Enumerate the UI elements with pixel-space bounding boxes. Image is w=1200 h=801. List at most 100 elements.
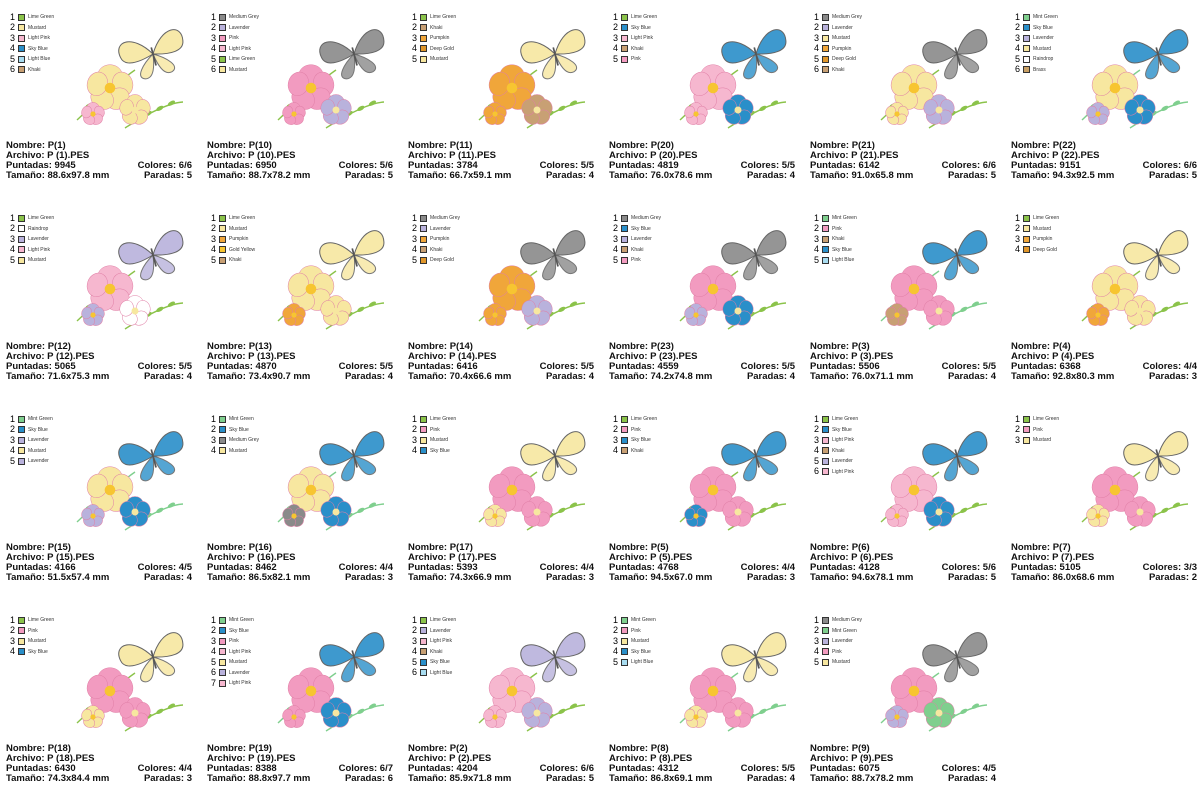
color-swatch-row: 5 Light Blue [814,255,884,266]
design-card[interactable]: 1 Lime Green 2 Mustard 3 Pumpkin 4 Gold Yellow 5… [201,201,397,399]
swatch-color-name: Sky Blue [430,659,450,666]
design-card[interactable]: 1 Medium Grey 2 Sky Blue 3 Lavender 4 Khaki 5 Pin… [603,201,799,399]
swatch-number: 1 [814,413,820,424]
design-card[interactable]: 1 Lime Green 2 Pink 3 Mustard 4 Sky Blue Nombre… [0,603,196,801]
design-colors: Colores: 5/5 [338,361,393,372]
swatch-color-name: Pink [1033,426,1043,433]
swatch-color-name: Pumpkin [430,236,450,243]
swatch-color-box [621,235,628,243]
color-swatch-list: 1 Mint Green 2 Sky Blue 3 Pink 4 Light Pink 5 Mus… [211,615,281,689]
design-stitches: Puntadas: 8462 [207,562,277,573]
embroidery-design-image[interactable] [869,613,994,741]
embroidery-design-image[interactable] [467,211,592,339]
design-card[interactable]: 1 Medium Grey 2 Lavender 3 Pink 4 Light Pink 5 Li… [201,0,397,198]
design-stops: Paradas: 5 [947,170,996,181]
swatch-color-box [219,658,226,666]
color-swatch-row: 1 Lime Green [10,615,80,626]
color-swatch-row: 2 Pink [412,425,482,436]
embroidery-design-image[interactable] [266,211,391,339]
design-card[interactable]: 1 Lime Green 2 Pink 3 Mustard 4 Sky Blue Nombre… [402,402,598,600]
design-card[interactable]: 1 Mint Green 2 Pink 3 Mustard 4 Sky Blue 5 Light … [603,603,799,801]
embroidery-design-image[interactable] [1070,412,1195,540]
embroidery-design-image[interactable] [467,613,592,741]
embroidery-design-image[interactable] [467,10,592,138]
design-stitches: Puntadas: 5393 [408,562,478,573]
design-size: Tamaño: 88.8x97.7 mm [207,773,311,784]
design-file: Archivo: P (14).PES [408,351,497,362]
embroidery-design-image[interactable] [65,613,190,741]
design-info: Nombre: P(6) Archivo: P (6).PES Puntadas: … [810,543,996,583]
color-swatch-list: 1 Mint Green 2 Sky Blue 3 Medium Grey 4 Mustard [211,414,281,456]
design-stops: Paradas: 4 [545,371,594,382]
color-swatch-row: 5 Light Blue [613,657,683,668]
swatch-color-name: Lime Green [28,215,55,222]
design-card[interactable]: 1 Medium Grey 2 Lavender 3 Pumpkin 4 Khaki 5 Deep… [402,201,598,399]
color-swatch-row: 5 Light Blue [10,54,80,65]
design-colors: Colores: 5/5 [137,361,192,372]
design-card[interactable]: 1 Mint Green 2 Sky Blue 3 Pink 4 Light Pink 5 Mus… [201,603,397,801]
embroidery-design-image[interactable] [1070,211,1195,339]
design-card[interactable]: 1 Mint Green 2 Sky Blue 3 Medium Grey 4 Mustard… [201,402,397,600]
embroidery-design-image[interactable] [668,211,793,339]
design-card[interactable]: 1 Lime Green 2 Lavender 3 Light Pink 4 Khaki 5 Sk… [402,603,598,801]
design-card[interactable]: 1 Mint Green 2 Sky Blue 3 Lavender 4 Mustard 5 Ra… [1005,0,1200,198]
design-card[interactable]: 1 Lime Green 2 Pink 3 Sky Blue 4 Khaki Nombre: … [603,402,799,600]
design-card[interactable]: 1 Lime Green 2 Mustard 3 Light Pink 4 Sky Blue 5… [0,0,196,198]
swatch-color-name: Mustard [1033,225,1052,232]
embroidery-design-image[interactable] [266,412,391,540]
swatch-number: 1 [211,11,217,22]
swatch-color-box [18,637,25,645]
embroidery-design-image[interactable] [266,613,391,741]
embroidery-design-image[interactable] [65,412,190,540]
design-card[interactable]: 1 Mint Green 2 Sky Blue 3 Lavender 4 Mustard 5 La… [0,402,196,600]
swatch-color-name: Mustard [631,638,650,645]
embroidery-design-image[interactable] [668,10,793,138]
swatch-color-name: Khaki [430,246,443,253]
design-card[interactable]: 1 Lime Green 2 Raindrop 3 Lavender 4 Light Pink… [0,201,196,399]
swatch-color-box [822,616,829,624]
swatch-color-name: Pumpkin [430,35,450,42]
embroidery-design-image[interactable] [266,10,391,138]
swatch-number: 1 [814,614,820,625]
color-swatch-list: 1 Lime Green 2 Pink 3 Mustard 4 Sky Blue [10,615,80,657]
color-swatch-row: 3 Mustard [814,33,884,44]
embroidery-design-image[interactable] [668,412,793,540]
swatch-number: 2 [10,625,16,636]
swatch-number: 1 [412,11,418,22]
swatch-color-name: Mint Green [229,416,254,423]
design-card[interactable]: 1 Lime Green 2 Pink 3 Mustard Nombre: P(7) Arc… [1005,402,1200,600]
swatch-color-name: Khaki [430,648,443,655]
design-card[interactable]: 1 Lime Green 2 Sky Blue 3 Light Pink 4 Khaki 5 Pi… [603,0,799,198]
embroidery-design-image[interactable] [668,613,793,741]
design-card[interactable]: 1 Lime Green 2 Mustard 3 Pumpkin 4 Deep Gold No… [1005,201,1200,399]
embroidery-design-image[interactable] [869,211,994,339]
swatch-number: 3 [1015,32,1021,43]
color-swatch-row: 4 Khaki [613,446,683,457]
embroidery-design-image[interactable] [65,10,190,138]
swatch-color-box [219,45,226,53]
design-card[interactable]: 1 Lime Green 2 Khaki 3 Pumpkin 4 Deep Gold 5 Must… [402,0,598,198]
design-stitches: Puntadas: 8388 [207,763,277,774]
swatch-number: 4 [211,445,217,456]
swatch-color-box [420,13,427,21]
swatch-color-name: Lavender [229,24,250,31]
embroidery-design-image[interactable] [869,10,994,138]
swatch-color-name: Mustard [229,447,248,454]
design-stops: Paradas: 4 [746,371,795,382]
design-colors: Colores: 4/5 [137,562,192,573]
design-card[interactable]: 1 Mint Green 2 Pink 3 Khaki 4 Sky Blue 5 Light Bl… [804,201,1000,399]
embroidery-design-image[interactable] [1070,10,1195,138]
design-info: Nombre: P(19) Archivo: P (19).PES Puntadas… [207,744,393,784]
swatch-color-name: Lime Green [229,56,256,63]
embroidery-design-image[interactable] [65,211,190,339]
swatch-color-box [219,436,226,444]
color-swatch-list: 1 Mint Green 2 Sky Blue 3 Lavender 4 Mustard 5 La… [10,414,80,467]
swatch-number: 3 [814,32,820,43]
embroidery-design-image[interactable] [467,412,592,540]
design-card[interactable]: 1 Medium Grey 2 Lavender 3 Mustard 4 Pumpkin 5 De… [804,0,1000,198]
color-swatch-row: 1 Lime Green [412,12,482,23]
color-swatch-row: 2 Sky Blue [211,425,281,436]
design-card[interactable]: 1 Medium Grey 2 Mint Green 3 Lavender 4 Pink 5 Mu… [804,603,1000,801]
embroidery-design-image[interactable] [869,412,994,540]
design-card[interactable]: 1 Lime Green 2 Sky Blue 3 Light Pink 4 Khaki 5 La… [804,402,1000,600]
